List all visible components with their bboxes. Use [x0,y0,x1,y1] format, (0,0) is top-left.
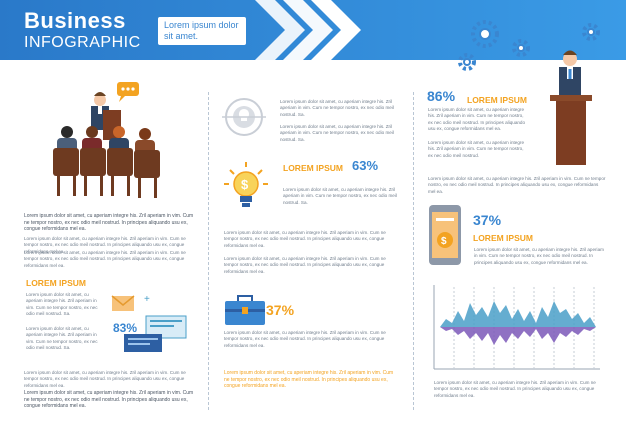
col3-paragraph-3: Lorem ipsum dolor sit amet, cu aperiam i… [474,247,604,265]
col3-paragraph-1: Lorem ipsum dolor sit amet, cu aperiam i… [428,107,526,132]
column-divider-left [208,92,209,410]
smartphone-dollar-icon: $ [429,205,461,265]
col3-heading-1: LOREM IPSUM [467,95,527,105]
svg-text:$: $ [241,177,249,192]
dollar-bulb-icon: $ [224,162,268,207]
speaker-podium-illustration [550,50,592,165]
header-text-box: Lorem ipsum dolor sit amet. [158,17,246,45]
header-title: Business [24,8,126,33]
col2-percent-1: 63% [352,158,379,173]
area-chart [433,285,600,370]
envelope-cards-icon: + [111,294,187,352]
svg-text:+: + [144,294,150,305]
col3-percent-2: 37% [473,212,502,228]
col2-paragraph-6: Lorem ipsum dolor sit amet, cu aperiam i… [224,330,386,348]
col3-heading-2: LOREM IPSUM [473,233,533,243]
briefcase-icon [225,295,265,325]
meeting-illustration [53,82,160,198]
col2-paragraph-3: Lorem ipsum dolor sit amet, cu aperiam i… [283,187,397,205]
col2-paragraph-1: Lorem ipsum dolor sit amet, cu aperiam i… [280,99,394,117]
col1-intro-text: Lorem ipsum dolor sit amet, cu aperiam i… [24,213,194,233]
col2-percent-2: 37% [266,302,295,318]
header-subtitle: INFOGRAPHIC [24,34,141,51]
col2-orange-text: Lorem ipsum dolor sit amet, cu aperiam i… [224,370,394,390]
col3-paragraph-4: Lorem ipsum dolor sit amet, cu aperiam i… [428,176,606,194]
gears-icon [458,20,600,71]
col1-paragraph-2: Lorem ipsum dolor sit amet, cu aperiam i… [24,236,186,254]
col1-footer-text-1: Lorem ipsum dolor sit amet, cu aperiam i… [24,370,186,388]
target-bulb-icon [222,98,266,136]
column-divider-right [413,92,414,410]
col1-percent: 83% [113,321,138,335]
col1-small-text-1: Lorem ipsum dolor sit amet, cu aperiam i… [26,292,98,317]
col3-percent-1: 86% [427,88,456,104]
header-chevrons [255,0,361,60]
col1-paragraph-3: Lorem ipsum dolor sit amet, cu aperiam i… [24,250,186,268]
col3-paragraph-2: Lorem ipsum dolor sit amet, cu aperiam i… [428,140,524,158]
col1-small-text-2: Lorem ipsum dolor sit amet, cu aperiam i… [26,326,98,351]
col2-heading: LOREM IPSUM [283,163,343,173]
col2-paragraph-2: Lorem ipsum dolor sit amet, cu aperiam i… [280,124,394,142]
svg-text:$: $ [441,236,447,247]
col2-paragraph-5: Lorem ipsum dolor sit amet, cu aperiam i… [224,256,386,274]
col2-paragraph-4: Lorem ipsum dolor sit amet, cu aperiam i… [224,230,386,248]
col1-footer-text-2: Lorem ipsum dolor sit amet, cu aperiam i… [24,390,194,410]
col3-footer-text: Lorem ipsum dolor sit amet, cu aperiam i… [434,380,596,398]
col1-heading: LOREM IPSUM [26,278,86,288]
